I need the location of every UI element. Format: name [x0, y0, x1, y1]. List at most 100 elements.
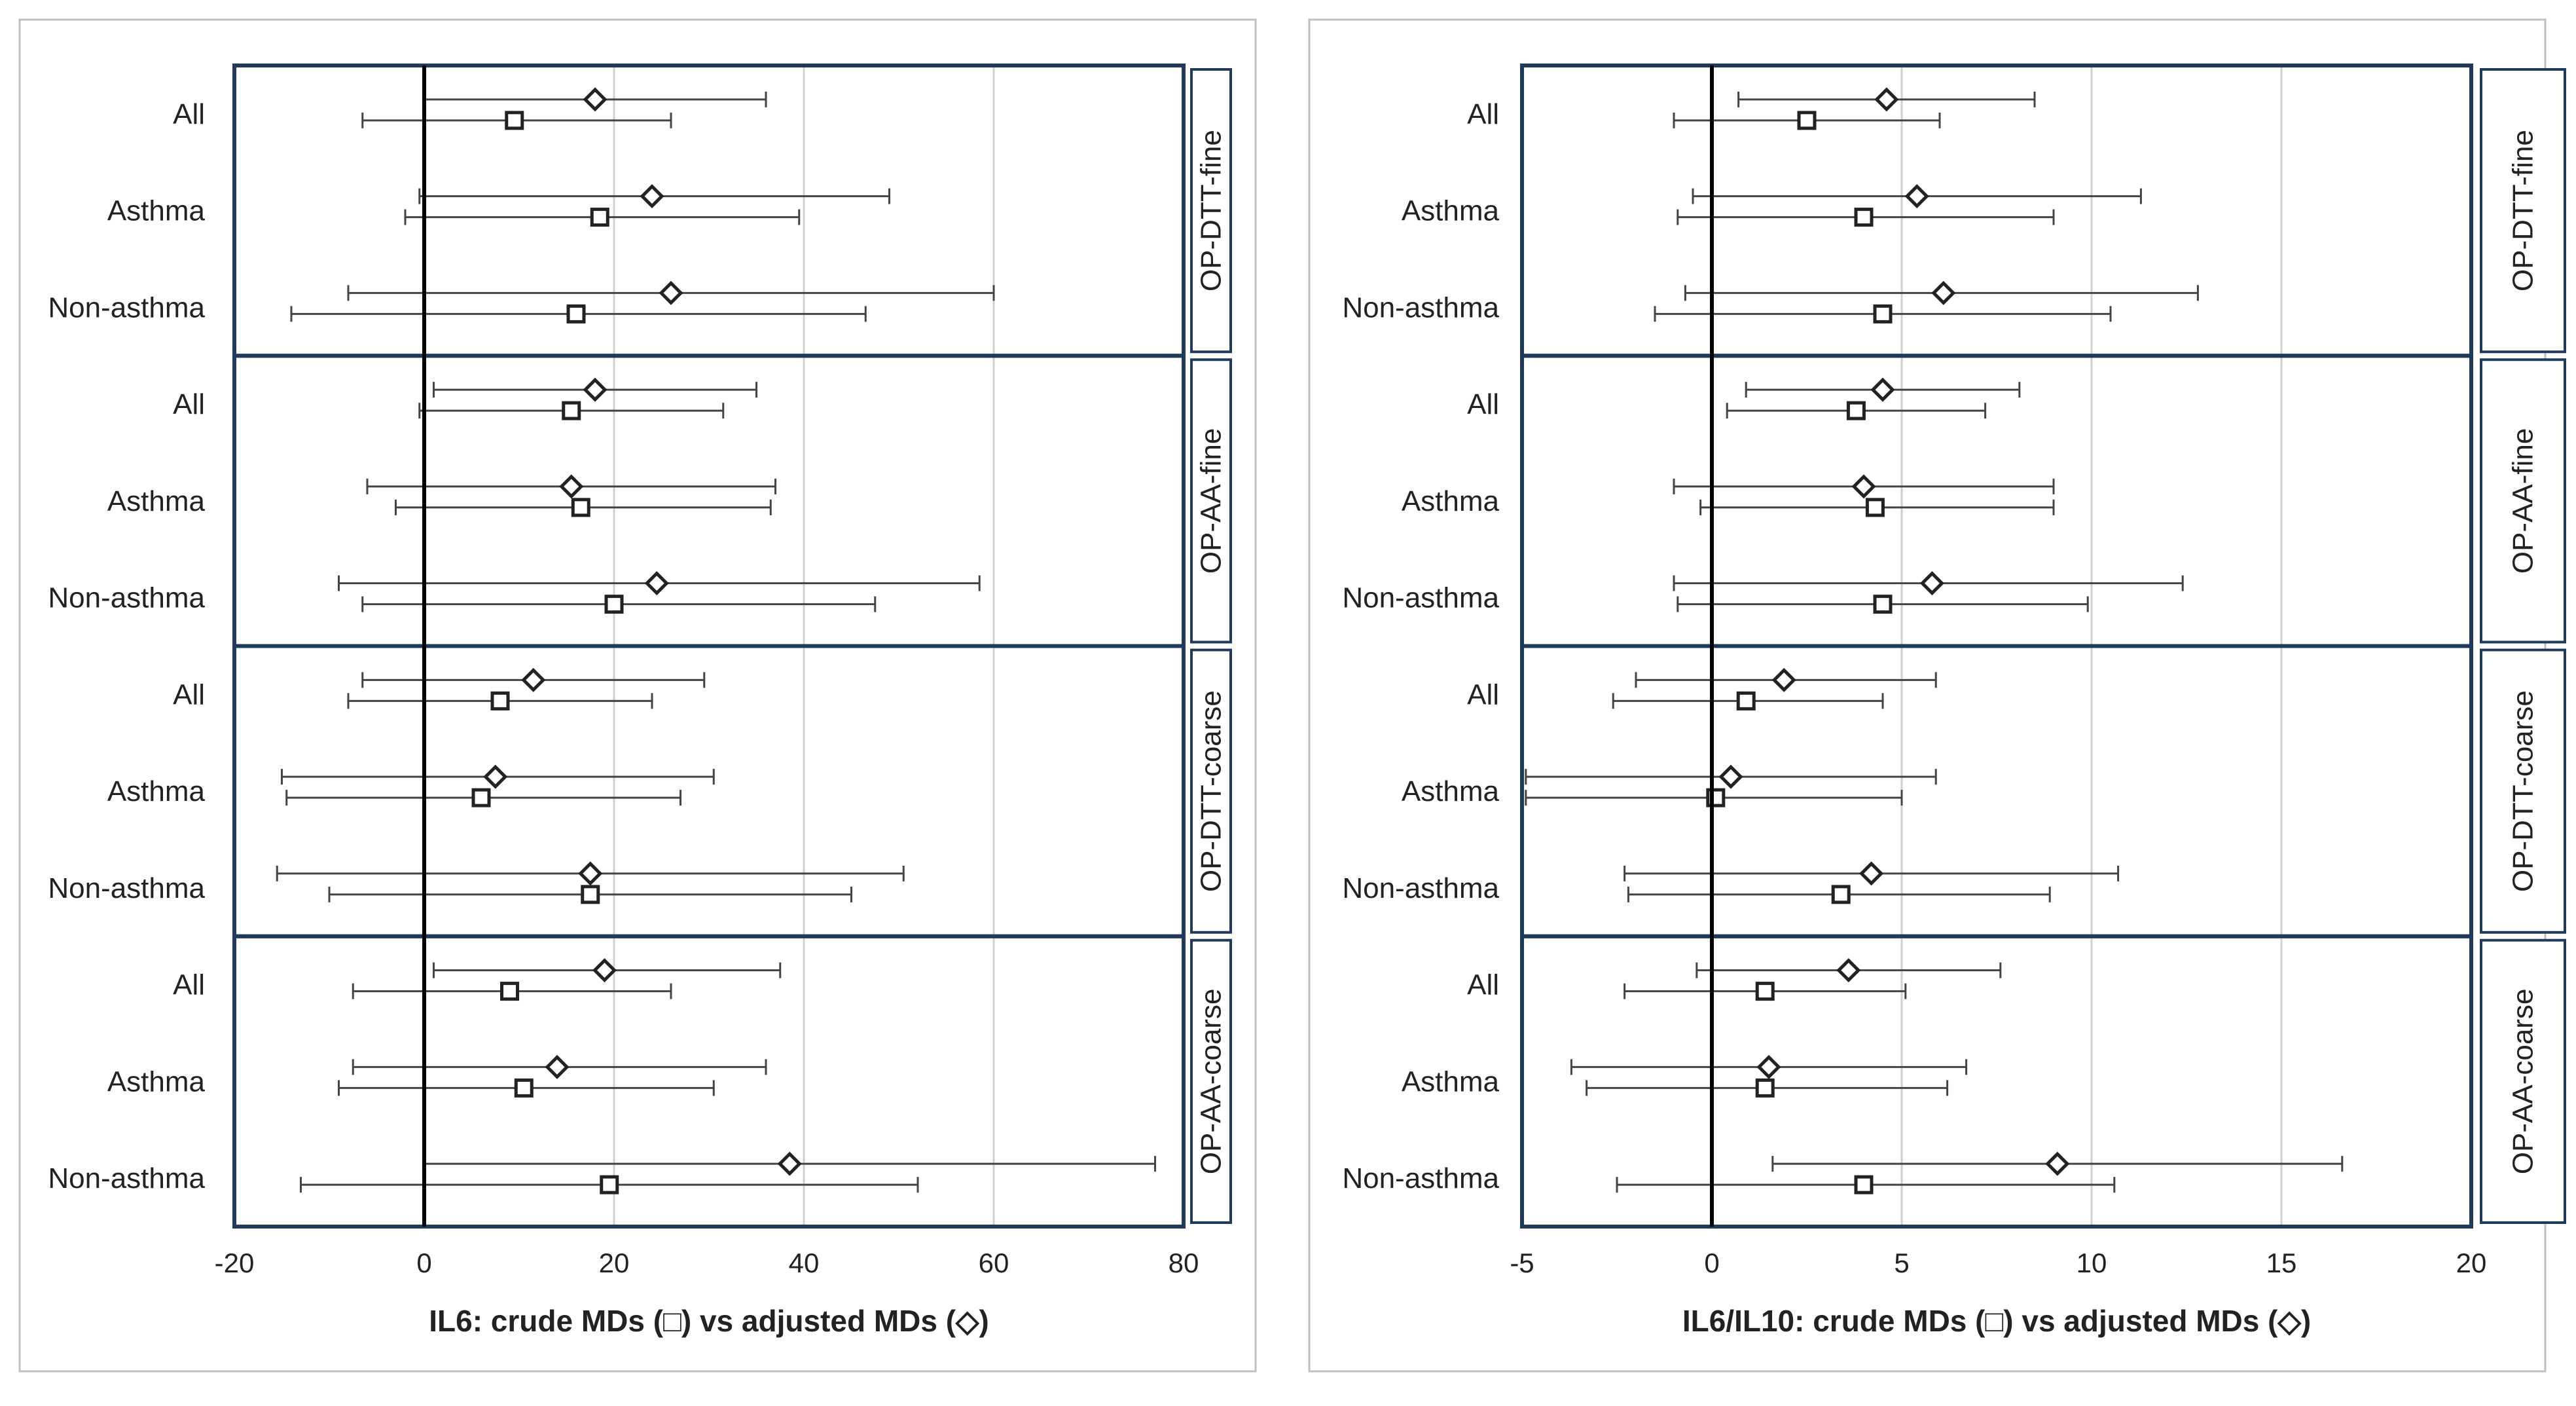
crude-marker: [581, 885, 600, 904]
adjusted-marker: [583, 377, 608, 402]
adjusted-marker: [1874, 87, 1899, 112]
strip-box: [1190, 358, 1232, 644]
crude-marker: [1873, 595, 1893, 614]
crude-marker: [1755, 1078, 1775, 1098]
strip-box: [2480, 68, 2566, 354]
adjusted-marker: [1904, 184, 1929, 209]
x-tick-label: 0: [416, 1248, 431, 1278]
row-label: Asthma: [107, 775, 206, 807]
x-tick-label: 10: [2077, 1248, 2107, 1278]
row-label: Asthma: [107, 1065, 206, 1098]
strip-box: [1190, 648, 1232, 934]
crude-marker: [490, 691, 510, 711]
crude-marker: [590, 208, 609, 227]
adjusted-marker: [583, 87, 608, 112]
crude-marker: [1854, 1175, 1874, 1194]
x-axis-label: IL6/IL10: crude MDs (□) vs adjusted MDs …: [1682, 1304, 2311, 1338]
crude-marker: [1854, 208, 1874, 227]
panel-border: [1308, 18, 2547, 1373]
adjusted-marker: [1836, 958, 1861, 983]
strip-label: OP-AA-coarse: [1195, 989, 1227, 1175]
adjusted-marker: [1756, 1054, 1781, 1079]
row-label: Non-asthma: [1342, 582, 1499, 614]
row-label: Asthma: [1402, 195, 1500, 227]
strip-box: [2480, 648, 2566, 934]
chart-panel-1: OP-DTT-fine All Asthma Non-asthma OP-AA-fine…: [18, 18, 1257, 1373]
crude-marker: [604, 595, 624, 614]
adjusted-marker: [1931, 280, 1956, 305]
crude-marker: [566, 304, 586, 324]
x-tick-label: 15: [2266, 1248, 2297, 1278]
group-frame: [1520, 934, 2473, 1229]
adjusted-marker: [640, 184, 664, 209]
row-label: Asthma: [1402, 1065, 1500, 1098]
crude-marker: [1846, 401, 1866, 420]
x-tick-label: 20: [599, 1248, 630, 1278]
adjusted-marker: [777, 1151, 802, 1176]
strip-label: OP-AA-coarse: [2507, 989, 2539, 1175]
adjusted-marker: [578, 861, 603, 886]
adjusted-marker: [644, 571, 669, 596]
row-label: Non-asthma: [48, 1162, 205, 1194]
x-tick-label: 0: [1704, 1248, 1719, 1278]
row-label: Non-asthma: [48, 582, 205, 614]
row-label: All: [173, 98, 205, 130]
strip-box: [1190, 938, 1232, 1224]
panel-border: [18, 18, 1257, 1373]
strip-box: [2480, 938, 2566, 1224]
adjusted-marker: [592, 958, 617, 983]
row-label: Asthma: [1402, 775, 1500, 807]
strip-box: [2480, 358, 2566, 644]
row-label: All: [1467, 969, 1499, 1001]
row-label: All: [173, 388, 205, 420]
adjusted-marker: [659, 280, 683, 305]
row-label: All: [173, 678, 205, 711]
row-label: Asthma: [1402, 485, 1500, 517]
adjusted-marker: [521, 667, 546, 692]
x-tick-label: 60: [979, 1248, 1009, 1278]
crude-marker: [1865, 498, 1885, 517]
adjusted-marker: [1859, 861, 1884, 886]
row-label: All: [1467, 98, 1499, 130]
x-axis-label: IL6: crude MDs (□) vs adjusted MDs (◇): [429, 1304, 989, 1338]
strip-label: OP-DTT-coarse: [1195, 690, 1227, 892]
row-label: Non-asthma: [1342, 872, 1499, 904]
crude-marker: [600, 1175, 619, 1194]
crude-marker: [1755, 982, 1775, 1001]
x-tick-label: 20: [2456, 1248, 2487, 1278]
adjusted-marker: [559, 474, 584, 499]
strip-label: OP-DTT-fine: [1195, 130, 1227, 291]
crude-marker: [500, 982, 519, 1001]
crude-marker: [1797, 111, 1817, 130]
row-label: Non-asthma: [48, 291, 205, 324]
adjusted-marker: [1870, 377, 1895, 402]
adjusted-marker: [1851, 474, 1876, 499]
adjusted-marker: [2045, 1151, 2070, 1176]
chart-panel-2: OP-DTT-fine All Asthma Non-asthma OP-AA-fine…: [1308, 18, 2566, 1373]
row-label: Non-asthma: [1342, 1162, 1499, 1194]
strip-box: [1190, 68, 1232, 354]
crude-marker: [1736, 691, 1756, 711]
adjusted-marker: [1771, 667, 1796, 692]
row-label: All: [1467, 678, 1499, 711]
group-frame: [232, 934, 1186, 1229]
adjusted-marker: [1919, 571, 1944, 596]
row-label: Asthma: [107, 485, 206, 517]
row-label: All: [1467, 388, 1499, 420]
crude-marker: [1831, 885, 1851, 904]
x-tick-label: 80: [1169, 1248, 1199, 1278]
crude-marker: [514, 1078, 534, 1098]
crude-marker: [1873, 304, 1893, 324]
strip-label: OP-DTT-coarse: [2507, 690, 2539, 892]
adjusted-marker: [545, 1054, 570, 1079]
x-tick-label: 5: [1894, 1248, 1909, 1278]
row-label: All: [173, 969, 205, 1001]
row-label: Asthma: [107, 195, 206, 227]
adjusted-marker: [483, 764, 508, 789]
x-tick-label: -5: [1510, 1248, 1534, 1278]
adjusted-marker: [1718, 764, 1743, 789]
row-label: Non-asthma: [48, 872, 205, 904]
x-tick-label: -20: [215, 1248, 255, 1278]
